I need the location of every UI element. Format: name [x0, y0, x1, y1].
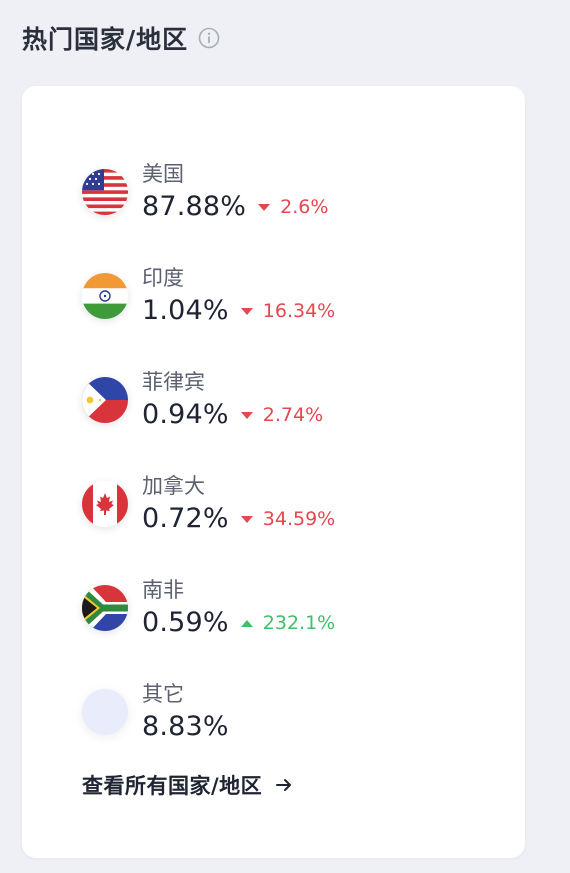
country-change: 232.1% [262, 612, 336, 634]
country-name: 加拿大 [142, 474, 205, 498]
country-name: 其它 [142, 682, 184, 706]
trend-down-icon [240, 515, 253, 523]
view-all-countries-link[interactable]: 查看所有国家/地区 [82, 770, 294, 800]
trend-down-icon [240, 307, 253, 315]
view-all-label: 查看所有国家/地区 [82, 774, 263, 798]
country-name: 菲律宾 [142, 370, 205, 394]
country-percent: 1.04% [142, 295, 229, 326]
country-name: 南非 [142, 578, 184, 602]
country-row-india: 印度 1.04% 16.34% [82, 244, 502, 348]
country-list: 美国 87.88% 2.6% 印度 [82, 140, 502, 764]
usa-flag-icon [82, 169, 128, 215]
country-name: 美国 [142, 162, 184, 186]
country-row-south-africa: 南非 0.59% 232.1% [82, 556, 502, 660]
country-row-other: 其它 8.83% [82, 660, 502, 764]
country-row-philippines: 菲律宾 0.94% 2.74% [82, 348, 502, 452]
country-percent: 8.83% [142, 711, 229, 742]
canada-flag-icon [82, 481, 128, 527]
country-percent: 0.94% [142, 399, 229, 430]
trend-down-icon [240, 411, 253, 419]
philippines-flag-icon [82, 377, 128, 423]
country-change: 34.59% [262, 508, 336, 530]
country-change: 2.74% [262, 404, 324, 426]
country-change: 16.34% [262, 300, 336, 322]
trend-down-icon [258, 203, 271, 211]
top-countries-card: 美国 87.88% 2.6% 印度 [22, 86, 525, 858]
south-africa-flag-icon [82, 585, 128, 631]
country-change: 2.6% [280, 196, 329, 218]
india-flag-icon [82, 273, 128, 319]
country-name: 印度 [142, 266, 184, 290]
country-row-canada: 加拿大 0.72% 34.59% [82, 452, 502, 556]
country-row-usa: 美国 87.88% 2.6% [82, 140, 502, 244]
trend-up-icon [240, 619, 253, 627]
arrow-right-icon [274, 775, 294, 795]
country-percent: 0.59% [142, 607, 229, 638]
section-header: 热门国家/地区 [22, 18, 220, 58]
info-icon[interactable] [198, 27, 220, 49]
country-percent: 0.72% [142, 503, 229, 534]
section-title: 热门国家/地区 [22, 25, 189, 54]
other-placeholder-icon [82, 689, 128, 735]
country-percent: 87.88% [142, 191, 247, 222]
